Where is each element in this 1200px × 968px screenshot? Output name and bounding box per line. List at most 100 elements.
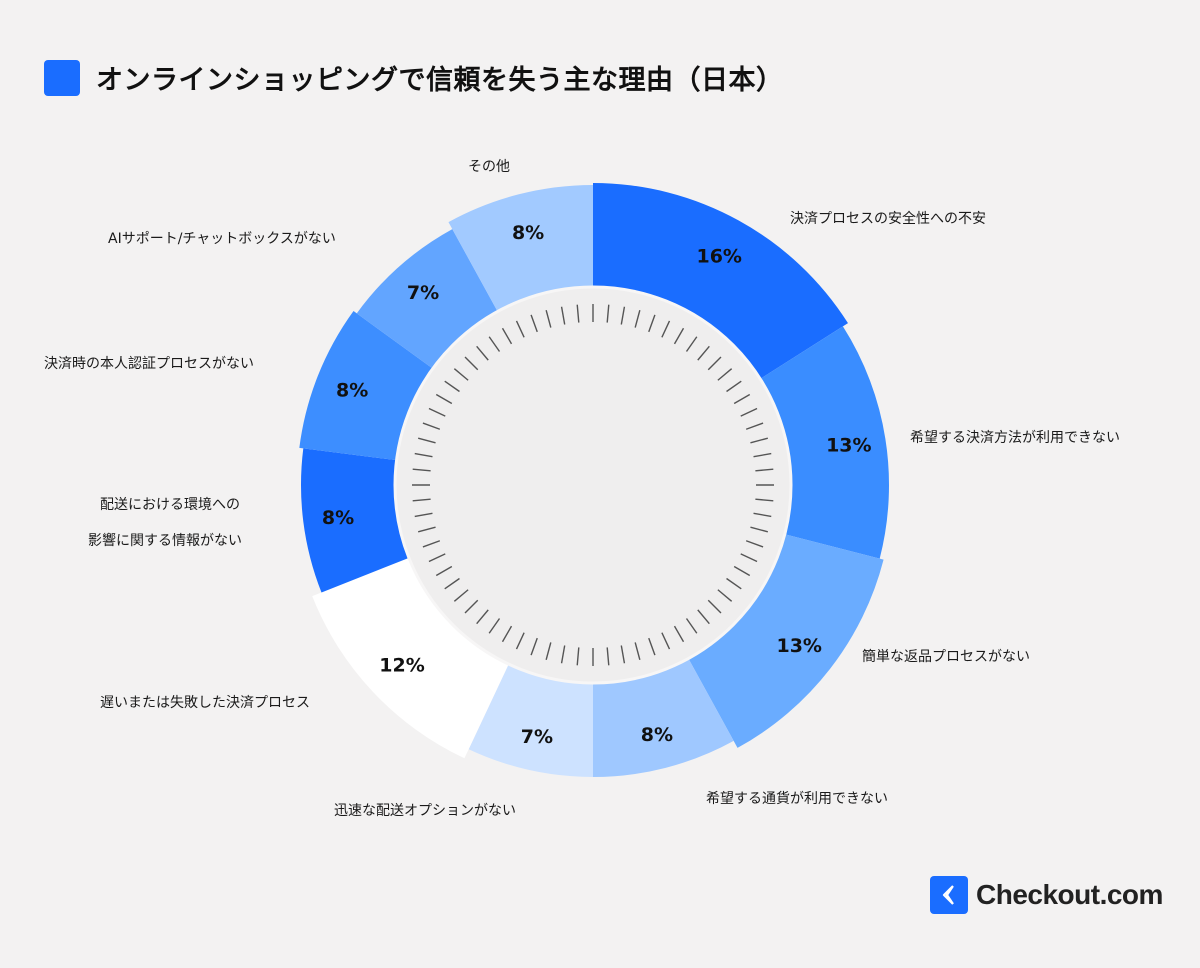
donut-slice xyxy=(356,229,498,369)
donut-slice xyxy=(301,448,409,593)
tick-mark xyxy=(707,599,722,614)
slice-label: その他 xyxy=(468,159,510,175)
tick-mark xyxy=(476,609,489,625)
tick-mark xyxy=(464,356,479,371)
tick-mark xyxy=(673,327,685,345)
donut-slice xyxy=(299,311,433,461)
tick-mark xyxy=(417,437,436,444)
tick-mark xyxy=(745,540,764,548)
slice-value-label: 8% xyxy=(336,380,368,402)
slice-label: 迅速な配送オプションがない xyxy=(334,803,516,819)
tick-mark xyxy=(745,422,764,430)
tick-mark xyxy=(428,553,446,563)
tick-mark xyxy=(464,599,479,614)
tick-mark xyxy=(648,314,656,333)
tick-mark xyxy=(501,327,513,345)
slice-label: 配送における環境への xyxy=(100,497,240,513)
tick-mark xyxy=(717,589,733,602)
slice-value-label: 13% xyxy=(826,434,871,456)
tick-mark xyxy=(753,512,772,518)
tick-mark xyxy=(740,407,758,417)
tick-mark xyxy=(488,336,501,352)
tick-mark xyxy=(685,336,698,352)
tick-mark xyxy=(530,314,538,333)
tick-mark xyxy=(501,625,513,643)
donut-slice xyxy=(448,185,593,312)
tick-mark xyxy=(697,609,710,625)
donut-slice xyxy=(593,658,734,777)
tick-mark xyxy=(576,304,580,323)
tick-mark xyxy=(414,452,433,458)
tick-mark xyxy=(576,647,580,666)
tick-mark xyxy=(435,393,453,405)
tick-mark xyxy=(422,422,441,430)
tick-mark xyxy=(726,380,742,393)
slice-label: 遅いまたは失敗した決済プロセス xyxy=(100,695,310,711)
slice-label: AIサポート/チャットボックスがない xyxy=(108,231,336,247)
checkout-logo-text: Checkout.com xyxy=(976,879,1163,910)
chart-title-group: オンラインショッピングで信頼を失う主な理由（日本） xyxy=(44,58,784,97)
tick-mark xyxy=(620,306,626,325)
tick-mark xyxy=(726,577,742,590)
slice-label: 決済プロセスの安全性への不安 xyxy=(790,211,986,227)
tick-mark xyxy=(560,645,566,664)
donut-slice xyxy=(312,557,509,759)
slice-value-label: 13% xyxy=(776,635,821,657)
donut-slice xyxy=(593,183,848,379)
tick-mark xyxy=(717,368,733,381)
slice-label: 希望する決済方法が利用できない xyxy=(910,430,1120,446)
tick-mark xyxy=(545,642,552,661)
tick-mark xyxy=(453,589,469,602)
tick-mark xyxy=(733,393,751,405)
tick-mark xyxy=(685,618,698,634)
tick-mark xyxy=(648,637,656,656)
tick-mark xyxy=(634,309,641,328)
tick-mark xyxy=(515,320,525,338)
tick-mark xyxy=(545,309,552,328)
tick-mark xyxy=(414,512,433,518)
tick-mark xyxy=(444,380,460,393)
tick-mark xyxy=(634,642,641,661)
donut-center xyxy=(393,285,793,685)
tick-mark xyxy=(428,407,446,417)
tick-mark xyxy=(422,540,441,548)
slice-value-label: 8% xyxy=(512,222,544,244)
tick-mark xyxy=(412,468,431,472)
tick-mark xyxy=(530,637,538,656)
tick-mark xyxy=(697,345,710,361)
tick-mark xyxy=(661,632,671,650)
slice-value-label: 8% xyxy=(641,724,673,746)
tick-ring xyxy=(412,304,774,666)
tick-mark xyxy=(412,498,431,502)
tick-mark xyxy=(740,553,758,563)
tick-mark xyxy=(755,498,774,502)
chart-title: オンラインショッピングで信頼を失う主な理由（日本） xyxy=(96,65,784,96)
tick-mark xyxy=(755,468,774,472)
tick-mark xyxy=(620,645,626,664)
checkout-logo: Checkout.com xyxy=(930,876,1163,914)
tick-mark xyxy=(673,625,685,643)
slice-value-label: 7% xyxy=(521,726,553,748)
slice-label: 簡単な返品プロセスがない xyxy=(862,649,1030,665)
donut-slice xyxy=(688,534,884,748)
tick-mark xyxy=(515,632,525,650)
tick-mark xyxy=(435,565,453,577)
tick-mark xyxy=(753,452,772,458)
donut-slice xyxy=(468,664,593,777)
slice-label: 決済時の本人認証プロセスがない xyxy=(44,356,254,372)
tick-mark xyxy=(661,320,671,338)
tick-mark xyxy=(444,577,460,590)
tick-mark xyxy=(750,526,769,533)
tick-mark xyxy=(488,618,501,634)
slice-label: 影響に関する情報がない xyxy=(88,533,242,549)
tick-mark xyxy=(606,304,610,323)
tick-mark xyxy=(476,345,489,361)
tick-mark xyxy=(560,306,566,325)
tick-mark xyxy=(453,368,469,381)
slice-value-label: 16% xyxy=(696,245,741,267)
checkout-logo-icon xyxy=(930,876,968,914)
slice-value-label: 7% xyxy=(407,282,439,304)
title-square-marker xyxy=(44,59,80,96)
slice-value-label: 12% xyxy=(379,654,424,676)
